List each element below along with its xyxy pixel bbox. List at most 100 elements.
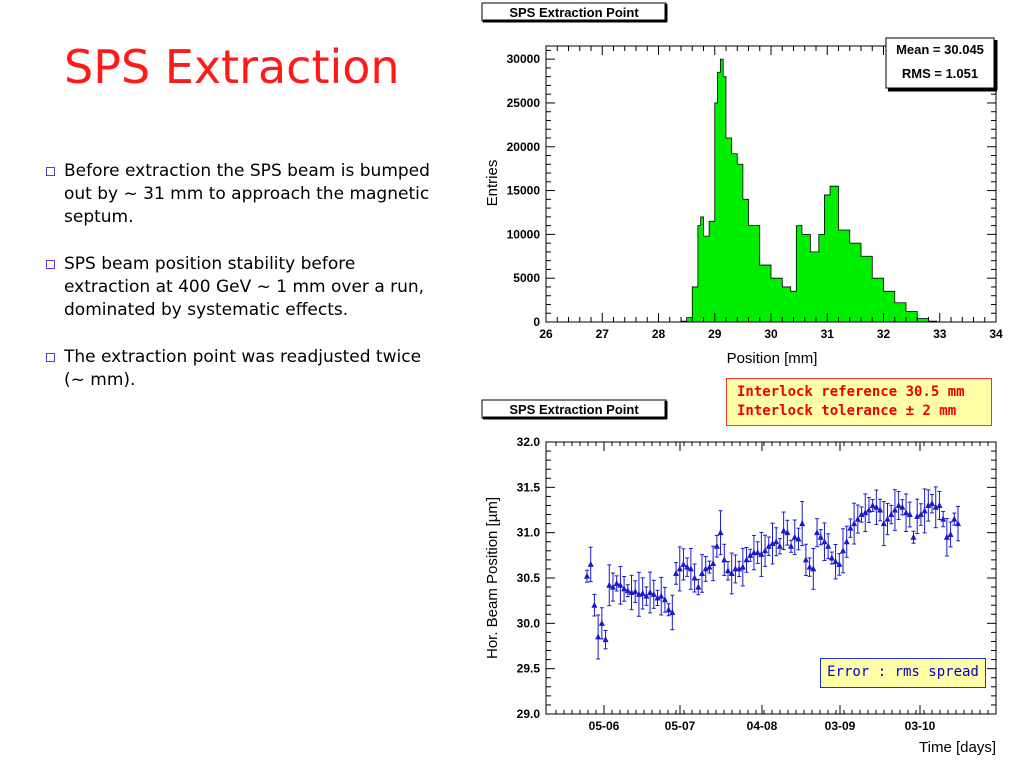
scatter-point [773, 538, 780, 545]
scatter-point [684, 563, 691, 570]
hist-xtick-label: 29 [708, 327, 722, 341]
scatter-point [661, 596, 668, 603]
scatter-point [854, 515, 861, 522]
bullet-item: Before extraction the SPS beam is bumped… [44, 160, 444, 229]
scatter-point [632, 588, 639, 595]
scatter-point [925, 501, 932, 508]
hist-xtick-label: 30 [764, 327, 778, 341]
scatter-point [903, 509, 910, 516]
scatter-point [895, 501, 902, 508]
stats-rms: RMS = 1.051 [902, 66, 978, 81]
scatter-point [676, 565, 683, 572]
hist-ytick-label: 15000 [507, 184, 541, 198]
scatter-plot-area: 29.0 29.5 30.0 30.5 31.0 31.5 32.0 05-06 05-07 04… [517, 435, 996, 733]
scatter-ytick-label: 32.0 [517, 435, 541, 449]
scatter-ylabel: Hor. Beam Position [µm] [484, 497, 501, 659]
scatter-point [691, 574, 698, 581]
scatter-point [843, 538, 850, 545]
scatter-point [665, 606, 672, 613]
scatter-point [754, 549, 761, 556]
scatter-point [947, 530, 954, 537]
scatter-point [650, 590, 657, 597]
scatter-point [587, 560, 594, 567]
interlock-reference-text: Interlock reference 30.5 mm [737, 384, 965, 400]
interlock-annotation: Interlock reference 30.5 mm Interlock to… [726, 378, 992, 426]
scatter-point [624, 587, 631, 594]
scatter-point [810, 565, 817, 572]
scatter-point [673, 569, 680, 576]
scatter-point [658, 592, 665, 599]
scatter-point [899, 503, 906, 510]
hist-xtick-label: 31 [821, 327, 835, 341]
scatter-point [621, 585, 628, 592]
scatter-point [643, 592, 650, 599]
hist-ytick-label: 5000 [513, 271, 540, 285]
error-annotation: Error : rms spread [820, 658, 986, 688]
hist-xtick-label: 28 [652, 327, 666, 341]
hist-ytick-label: 0 [533, 315, 540, 329]
scatter-xtick-label: 05-07 [665, 719, 696, 733]
scatter-point [584, 572, 590, 579]
scatter-point [736, 565, 743, 572]
scatter-ytick-label: 29.5 [517, 662, 541, 676]
scatter-point [602, 636, 609, 643]
hist-xtick-label: 32 [877, 327, 891, 341]
hist-title: SPS Extraction Point [509, 5, 639, 20]
hist-plot-area: 26 27 28 29 30 31 32 33 34 0 5000 10000 15000 20000 25… [507, 46, 1003, 341]
scatter-ytick-label: 30.0 [517, 616, 541, 630]
checkbox-square-icon [46, 260, 55, 269]
scatter-point [699, 569, 706, 576]
scatter-point [936, 501, 943, 508]
scatter-point [598, 619, 605, 626]
scatter-point [821, 538, 828, 545]
scatter-point [721, 556, 728, 563]
scatter-point [955, 520, 961, 527]
scatter-point [647, 589, 654, 596]
bullet-item: The extraction point was readjusted twic… [44, 346, 444, 392]
hist-xtick-label: 34 [989, 327, 1003, 341]
stats-box [885, 37, 995, 89]
checkbox-square-icon [46, 353, 55, 362]
scatter-point [795, 535, 802, 542]
scatter-point [825, 542, 832, 549]
scatter-point [921, 507, 928, 514]
scatter-point [617, 581, 624, 588]
slide-title: SPS Extraction [64, 40, 400, 94]
scatter-point [832, 558, 839, 565]
scatter-point [932, 503, 939, 510]
scatter-point [858, 511, 865, 518]
scatter-point [680, 560, 687, 567]
scatter-point [724, 567, 731, 574]
scatter-ytick-label: 31.0 [517, 526, 541, 540]
hist-ytick-label: 10000 [507, 227, 541, 241]
scatter-point [914, 512, 921, 519]
scatter-xlabel: Time [days] [919, 739, 996, 756]
scatter-point [776, 542, 783, 549]
hist-xlabel: Position [mm] [727, 350, 818, 367]
scatter-point [780, 527, 787, 534]
scatter-point [784, 529, 791, 536]
scatter-point [739, 563, 746, 570]
scatter-point [877, 506, 884, 513]
scatter-point [654, 594, 661, 601]
scatter-point [728, 569, 735, 576]
scatter-point [851, 520, 858, 527]
scatter-point [917, 511, 924, 518]
scatter-point [639, 589, 646, 596]
scatter-point [747, 551, 754, 558]
hist-ytick-label: 30000 [507, 52, 541, 66]
scatter-point [839, 547, 846, 554]
scatter-point [806, 563, 813, 570]
scatter-point [758, 550, 765, 557]
bullet-text: SPS beam position stability before extra… [64, 254, 425, 320]
hist-series [669, 58, 946, 323]
interlock-tolerance-text: Interlock tolerance ± 2 mm [737, 403, 957, 419]
stats-mean: Mean = 30.045 [896, 42, 984, 57]
scatter-point [606, 581, 613, 588]
hist-xtick-label: 27 [596, 327, 610, 341]
scatter-point [706, 563, 713, 570]
checkbox-square-icon [46, 167, 55, 176]
scatter-point [940, 515, 947, 522]
scatter-point [702, 565, 709, 572]
scatter-point [880, 520, 887, 527]
